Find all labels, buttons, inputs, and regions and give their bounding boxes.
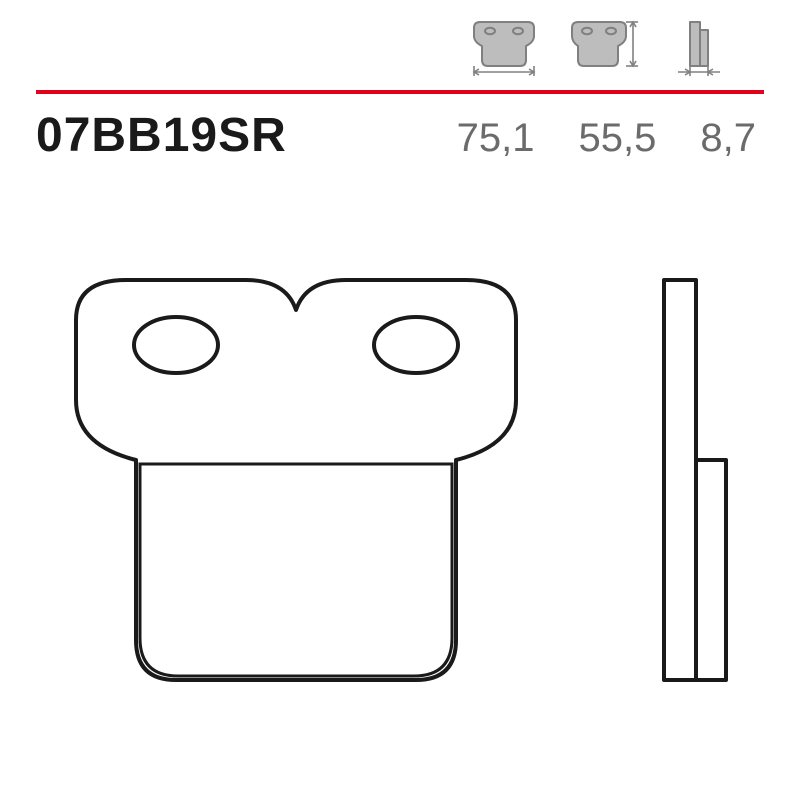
- dimension-icon-row: [0, 16, 800, 78]
- brake-pad-side-view: [634, 250, 764, 710]
- dim-width: 75,1: [457, 116, 535, 161]
- page: 07BB19SR 75,1 55,5 8,7: [0, 0, 800, 800]
- dim-height: 55,5: [579, 116, 657, 161]
- brake-pad-front-view: [36, 250, 556, 710]
- part-number: 07BB19SR: [36, 108, 287, 163]
- dimension-values: 75,1 55,5 8,7: [457, 116, 764, 161]
- header-row: 07BB19SR 75,1 55,5 8,7: [36, 108, 764, 163]
- dim-thickness: 8,7: [700, 116, 756, 161]
- pad-height-icon: [568, 16, 640, 78]
- technical-drawing: [36, 200, 764, 760]
- pad-width-icon: [468, 16, 540, 78]
- pad-thickness-icon: [668, 16, 740, 78]
- red-divider: [36, 90, 764, 94]
